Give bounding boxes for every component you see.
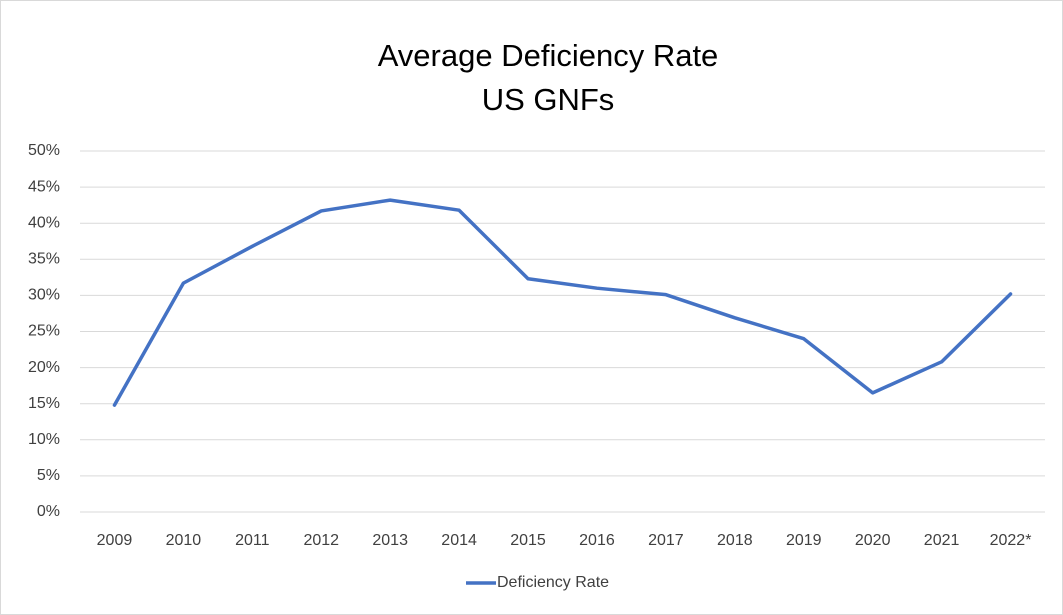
y-tick-label: 10% bbox=[28, 431, 60, 448]
x-tick-label: 2009 bbox=[97, 532, 133, 549]
y-tick-label: 30% bbox=[28, 287, 60, 304]
legend-label: Deficiency Rate bbox=[497, 574, 609, 591]
y-tick-label: 0% bbox=[37, 503, 60, 520]
y-tick-label: 5% bbox=[37, 467, 60, 484]
y-tick-label: 15% bbox=[28, 395, 60, 412]
x-tick-label: 2020 bbox=[855, 532, 891, 549]
x-tick-label: 2015 bbox=[510, 532, 546, 549]
y-tick-label: 35% bbox=[28, 251, 60, 268]
y-tick-label: 45% bbox=[28, 178, 60, 195]
x-tick-label: 2021 bbox=[924, 532, 960, 549]
chart-title: Average Deficiency Rate bbox=[378, 38, 719, 73]
x-tick-label: 2017 bbox=[648, 532, 684, 549]
y-tick-label: 25% bbox=[28, 323, 60, 340]
x-tick-label: 2013 bbox=[372, 532, 408, 549]
chart-subtitle: US GNFs bbox=[482, 82, 615, 117]
x-tick-label: 2011 bbox=[235, 532, 270, 549]
y-tick-label: 40% bbox=[28, 214, 60, 231]
x-tick-label: 2014 bbox=[441, 532, 477, 549]
x-tick-label: 2018 bbox=[717, 532, 753, 549]
data-line bbox=[112, 198, 1013, 407]
x-tick-label: 2019 bbox=[786, 532, 822, 549]
y-tick-label: 20% bbox=[28, 359, 60, 376]
x-tick-label: 2022* bbox=[990, 532, 1032, 549]
x-tick-label: 2012 bbox=[303, 532, 339, 549]
x-tick-label: 2010 bbox=[166, 532, 202, 549]
x-tick-label: 2016 bbox=[579, 532, 615, 549]
y-tick-label: 50% bbox=[28, 142, 60, 159]
